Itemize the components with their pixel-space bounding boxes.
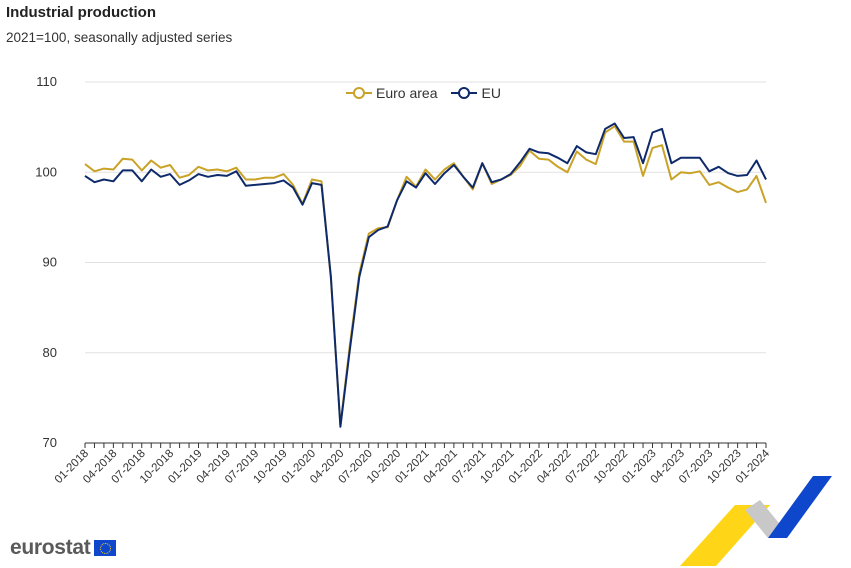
eurostat-logo: eurostat — [10, 536, 117, 560]
chart-legend: Euro area EU — [346, 85, 501, 101]
y-tick-label: 100 — [35, 164, 57, 179]
y-tick-label: 90 — [43, 255, 57, 270]
y-tick-label: 110 — [36, 74, 57, 89]
series-lines — [84, 122, 767, 428]
legend-label-euro-area: Euro area — [376, 85, 438, 101]
chart-title: Industrial production — [6, 4, 156, 21]
eurostat-brand-ribbon — [680, 476, 832, 566]
series-line-euro-area[interactable] — [84, 125, 767, 426]
series-line-eu[interactable] — [84, 122, 767, 428]
y-axis-tick-labels: 70 80 90 100 110 — [35, 74, 57, 450]
eu-line-icon — [451, 87, 478, 99]
gridlines — [85, 81, 766, 354]
eu-flag-icon — [94, 540, 117, 556]
logo-text: eurostat — [10, 536, 91, 559]
euro-area-line-icon — [346, 87, 372, 99]
y-tick-label: 80 — [43, 345, 57, 360]
x-axis: 01-201804-201807-201810-201801-201904-20… — [53, 442, 773, 486]
brand-ribbon-grey — [745, 500, 783, 538]
y-tick-label: 70 — [43, 435, 57, 450]
brand-ribbon-blue — [768, 476, 832, 538]
legend-label-eu: EU — [481, 85, 501, 101]
brand-ribbon-yellow — [680, 505, 770, 566]
chart-subtitle: 2021=100, seasonally adjusted series — [6, 30, 233, 45]
legend-item-eu[interactable]: EU — [451, 85, 501, 101]
legend-item-euro-area[interactable]: Euro area — [346, 85, 437, 101]
